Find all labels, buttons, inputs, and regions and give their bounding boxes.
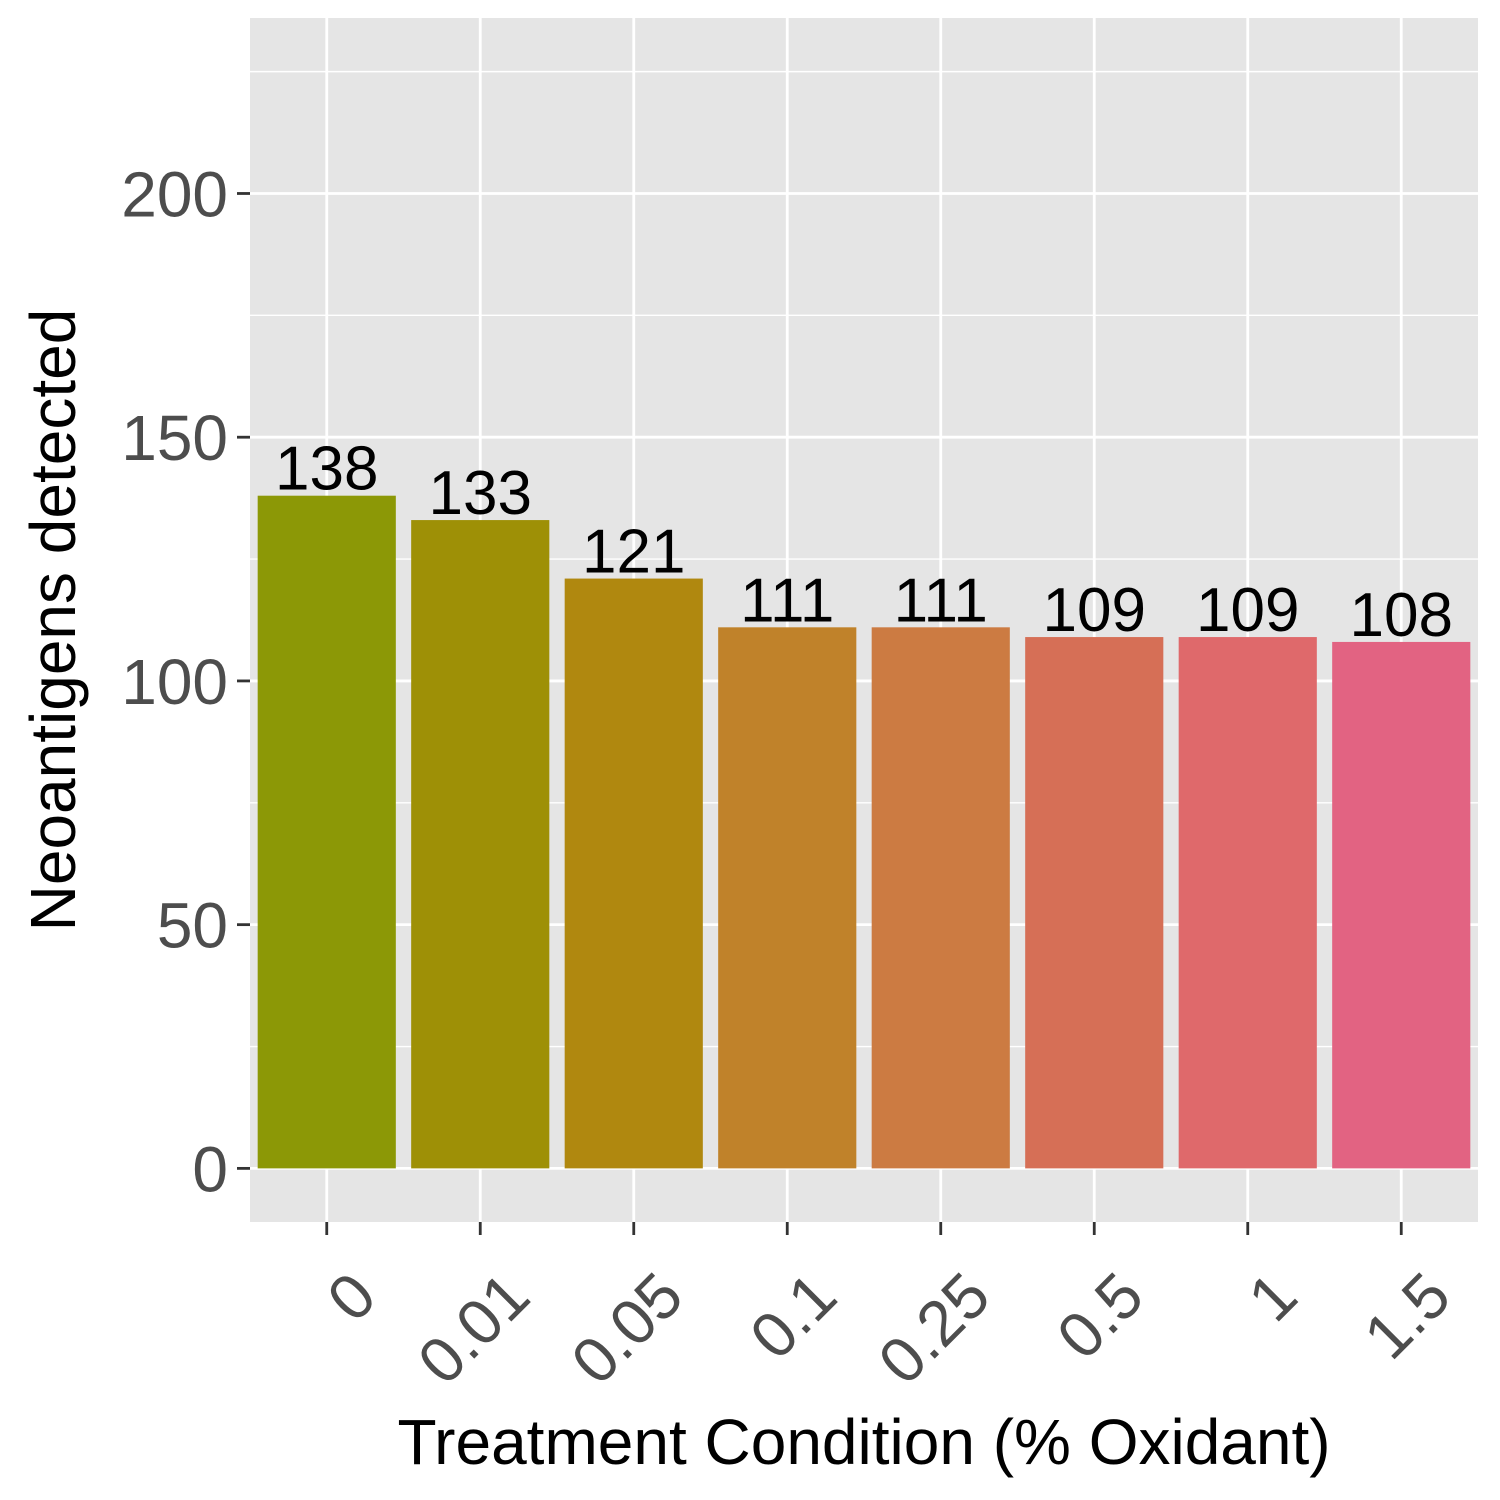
bar <box>257 495 396 1169</box>
y-axis-title: Neoantigens detected <box>17 309 89 932</box>
bar-value-label: 111 <box>740 566 834 635</box>
y-tick-label: 200 <box>121 158 228 230</box>
bar-value-label: 138 <box>275 435 378 504</box>
bar-value-label: 109 <box>1043 576 1146 645</box>
bar-value-label: 108 <box>1350 581 1453 650</box>
bar <box>564 578 703 1169</box>
bar <box>1025 637 1164 1169</box>
bar <box>871 627 1010 1169</box>
x-axis-title: Treatment Condition (% Oxidant) <box>397 1406 1330 1478</box>
x-tick-label: 0.1 <box>736 1259 850 1373</box>
y-tick-label: 0 <box>192 1133 228 1205</box>
bars <box>257 495 1471 1169</box>
y-axis: 0 50 100 150 200 <box>121 158 250 1205</box>
bar-value-label: 121 <box>582 518 685 587</box>
x-axis: 0 0.01 0.05 0.1 0.25 0.5 1 1.5 <box>313 1222 1464 1398</box>
bar-value-labels: 138 133 121 111 111 109 109 108 <box>275 435 1453 650</box>
x-tick-label: 0.01 <box>404 1259 543 1398</box>
y-tick-label: 100 <box>121 646 228 718</box>
x-tick-label: 0.5 <box>1043 1259 1157 1373</box>
x-tick-label: 0.05 <box>557 1259 696 1398</box>
bar-value-label: 133 <box>429 459 532 528</box>
y-tick-label: 150 <box>121 402 228 474</box>
bar <box>411 520 550 1169</box>
bar-value-label: 111 <box>894 566 988 635</box>
y-tick-label: 50 <box>157 890 228 962</box>
x-tick-label: 1.5 <box>1350 1259 1464 1373</box>
x-tick-label: 0 <box>313 1259 389 1335</box>
bar <box>1178 637 1317 1169</box>
x-tick-label: 1 <box>1234 1259 1310 1335</box>
x-tick-label: 0.25 <box>864 1259 1003 1398</box>
bar-value-label: 109 <box>1196 576 1299 645</box>
bar <box>1332 641 1471 1169</box>
bar <box>718 627 857 1169</box>
